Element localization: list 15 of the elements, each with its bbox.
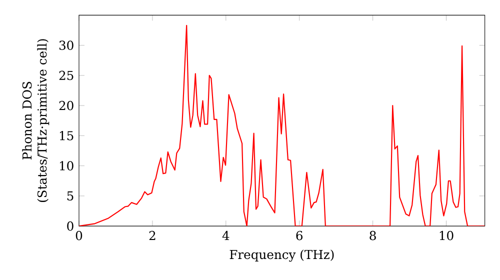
y-tick-label: 0 [67,221,74,231]
x-tick-label: 2 [149,230,156,240]
y-tick-label: 10 [60,161,74,170]
y-tick-label: 5 [67,191,74,200]
x-tick-label: 10 [440,230,454,240]
y-axis-title: Phonon DOS (States/THz·primitive cell) [22,39,50,202]
y-tick-label: 25 [59,70,74,80]
y-tick-label: 30 [59,40,74,50]
y-tick-label: 15 [60,130,74,140]
y-tick-label: 20 [59,100,74,110]
x-tick-label: 8 [370,230,376,240]
x-axis-title: Frequency (THz) [230,250,334,262]
x-tick-label: 4 [222,230,230,240]
x-tick-label: 0 [76,230,82,240]
x-tick-label: 6 [296,230,302,240]
